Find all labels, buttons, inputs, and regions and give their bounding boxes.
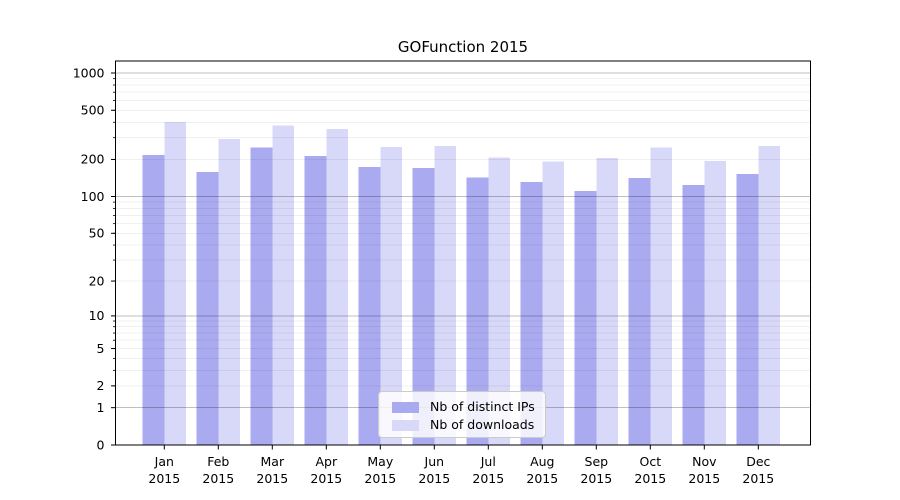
legend-item-distinct-ips: Nb of distinct IPs	[392, 398, 545, 416]
x-tick-label-month: Jan	[154, 454, 174, 469]
x-tick-label-month: Sep	[585, 454, 609, 469]
x-tick-label-month: Nov	[692, 454, 717, 469]
x-tick-label-year: 2015	[742, 471, 774, 486]
x-tick-label-year: 2015	[310, 471, 342, 486]
bar-downloads-sep	[596, 157, 618, 445]
bar-distinct-ips-may	[358, 167, 381, 446]
x-tick-label-year: 2015	[634, 471, 666, 486]
x-tick-label-month: Apr	[315, 454, 337, 469]
bar-distinct-ips-feb	[196, 172, 219, 445]
bar-downloads-oct	[650, 147, 672, 445]
y-tick-label: 1	[97, 400, 105, 415]
x-tick-label-year: 2015	[472, 471, 504, 486]
bar-downloads-apr	[326, 129, 348, 445]
bar-downloads-may	[380, 146, 402, 445]
bar-downloads-feb	[218, 138, 240, 446]
bar-distinct-ips-mar	[250, 147, 273, 445]
bar-downloads-nov	[704, 161, 726, 445]
bar-distinct-ips-nov	[682, 185, 705, 445]
bar-distinct-ips-jun	[412, 168, 435, 445]
y-tick-label: 5	[97, 341, 105, 356]
bar-downloads-dec	[758, 146, 780, 445]
x-tick-label-month: Mar	[261, 454, 285, 469]
bar-distinct-ips-sep	[574, 190, 597, 445]
legend: Nb of distinct IPs Nb of downloads	[378, 391, 546, 438]
y-tick-label: 2	[97, 378, 105, 393]
y-tick-label: 1000	[73, 65, 105, 80]
bar-distinct-ips-jan	[142, 155, 165, 445]
x-tick-label-year: 2015	[688, 471, 720, 486]
chart-title: GOFunction 2015	[397, 38, 529, 56]
legend-label-downloads: Nb of downloads	[430, 416, 535, 432]
bar-distinct-ips-jul	[466, 177, 489, 446]
legend-swatch-distinct-ips	[392, 401, 419, 413]
bar-downloads-jul	[488, 157, 510, 445]
x-tick-label-year: 2015	[364, 471, 396, 486]
x-tick-label-year: 2015	[148, 471, 180, 486]
bar-downloads-jan	[164, 122, 186, 445]
x-tick-label-month: May	[367, 454, 393, 469]
bar-downloads-mar	[272, 125, 294, 446]
y-tick-label: 200	[81, 152, 105, 167]
x-tick-label-month: Jun	[424, 454, 445, 469]
y-tick-label: 20	[89, 273, 105, 288]
x-tick-label-year: 2015	[580, 471, 612, 486]
legend-item-downloads: Nb of downloads	[392, 416, 545, 434]
bar-downloads-jun	[434, 145, 456, 446]
x-tick-label-month: Feb	[207, 454, 229, 469]
x-tick-label-month: Aug	[530, 454, 554, 469]
bar-distinct-ips-aug	[520, 182, 543, 445]
y-tick-label: 50	[89, 226, 105, 241]
bar-distinct-ips-dec	[736, 174, 759, 446]
legend-label-distinct-ips: Nb of distinct IPs	[430, 398, 535, 414]
x-tick-label-year: 2015	[202, 471, 234, 486]
y-tick-label: 100	[81, 189, 105, 204]
x-tick-label-month: Dec	[746, 454, 770, 469]
x-tick-label-month: Jul	[480, 454, 496, 469]
x-tick-label-year: 2015	[418, 471, 450, 486]
y-tick-label: 500	[81, 103, 105, 118]
legend-swatch-downloads	[392, 419, 419, 431]
bar-downloads-aug	[542, 161, 564, 445]
bar-distinct-ips-oct	[628, 177, 651, 445]
x-tick-label-year: 2015	[526, 471, 558, 486]
y-tick-label: 10	[89, 308, 105, 323]
x-tick-label-month: Oct	[639, 454, 661, 469]
bar-distinct-ips-apr	[304, 155, 327, 445]
x-tick-label-year: 2015	[256, 471, 288, 486]
y-tick-label: 0	[97, 437, 105, 452]
plot-border	[115, 60, 811, 446]
